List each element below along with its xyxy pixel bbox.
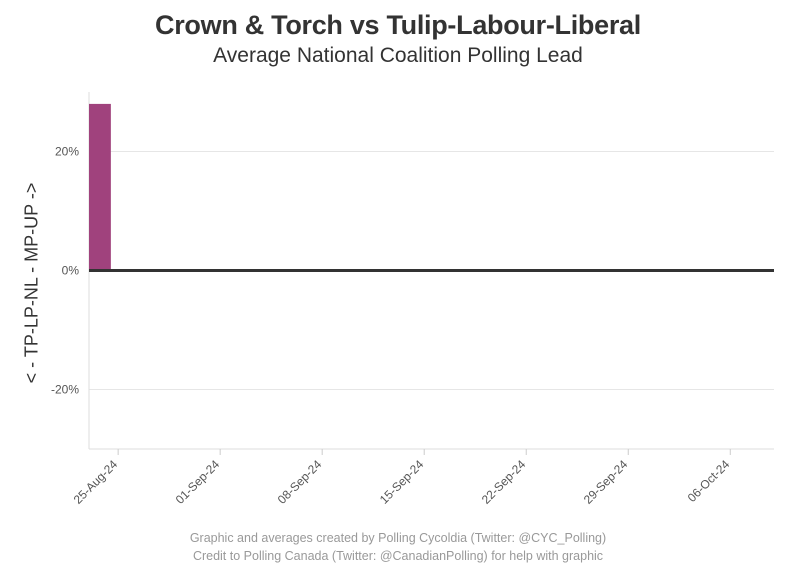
credit-caption-2: Credit to Polling Canada (Twitter: @Cana… bbox=[192, 549, 604, 563]
x-tick-label: 25-Aug-24 bbox=[71, 457, 121, 507]
y-axis-label: < - TP-LP-NL - MP-UP -> bbox=[21, 182, 42, 384]
x-tick-label: 29-Sep-24 bbox=[581, 457, 631, 507]
y-tick-label: -20% bbox=[51, 383, 79, 397]
x-tick-label: 22-Sep-24 bbox=[479, 457, 529, 507]
x-tick-label: 08-Sep-24 bbox=[275, 457, 325, 507]
x-tick-label: 06-Oct-24 bbox=[685, 457, 733, 505]
x-tick-label: 01-Sep-24 bbox=[173, 457, 223, 507]
chart-title: Crown & Torch vs Tulip-Labour-Liberal bbox=[155, 10, 641, 40]
chart-subtitle: Average National Coalition Polling Lead bbox=[213, 44, 583, 67]
credit-caption-1: Graphic and averages created by Polling … bbox=[189, 531, 607, 545]
y-tick-label: 0% bbox=[62, 264, 80, 278]
x-tick-label: 15-Sep-24 bbox=[377, 457, 427, 507]
y-tick-label: 20% bbox=[55, 145, 79, 159]
lead-bar bbox=[89, 103, 111, 271]
